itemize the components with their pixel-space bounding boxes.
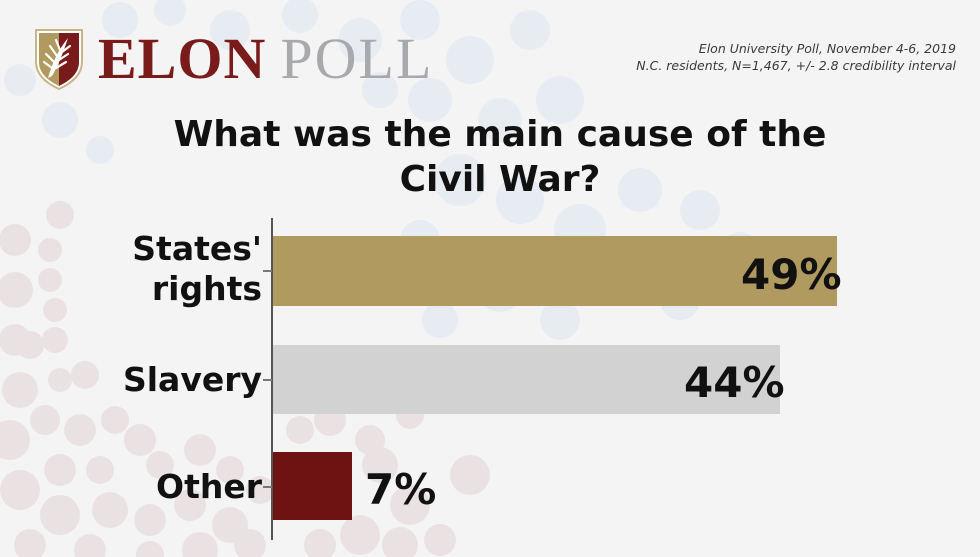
category-label-other: Other (156, 467, 262, 506)
y-axis-tick (263, 379, 272, 381)
source-line-2: N.C. residents, N=1,467, +/- 2.8 credibi… (636, 58, 956, 73)
elon-poll-logo: ELON POLL (34, 28, 433, 90)
bar-other (273, 452, 352, 520)
bar-states-rights (273, 236, 837, 306)
value-label-other: 7% (365, 465, 437, 514)
category-label-states-rights: States' rights (132, 229, 262, 309)
category-label-line: States' (132, 229, 262, 268)
y-axis-tick (263, 486, 272, 488)
poll-source-info: Elon University Poll, November 4-6, 2019… (636, 40, 956, 74)
category-label-slavery: Slavery (122, 360, 262, 399)
category-label-line: rights (151, 269, 262, 308)
value-label-slavery: 44% (684, 358, 785, 407)
brand-elon: ELON (98, 26, 267, 91)
source-line-1: Elon University Poll, November 4-6, 2019 (698, 41, 956, 56)
chart-title-line-2: Civil War? (399, 159, 601, 200)
value-label-states-rights: 49% (741, 250, 842, 299)
chart-title-line-1: What was the main cause of the (173, 114, 827, 155)
y-axis-tick (263, 270, 272, 272)
chart-title: What was the main cause of the Civil War… (80, 112, 920, 202)
y-axis-line (271, 218, 273, 540)
brand-poll: POLL (280, 26, 434, 91)
bar-slavery (273, 345, 780, 414)
elon-shield-leaf-icon (35, 29, 83, 90)
